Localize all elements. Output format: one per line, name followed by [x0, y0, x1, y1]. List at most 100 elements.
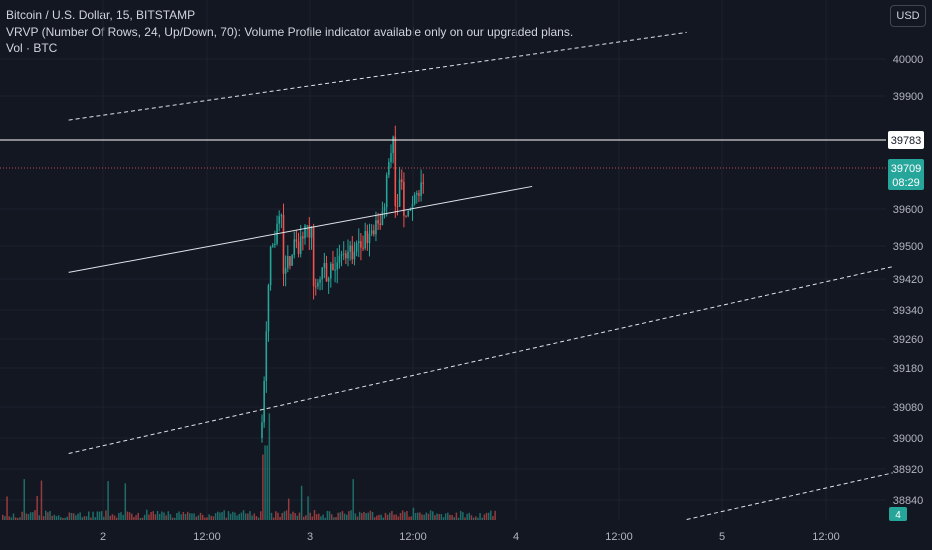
volume-bar: [227, 511, 230, 520]
price-tick-label: 39900: [893, 91, 924, 103]
last-price-badge: [888, 159, 924, 190]
volume-bar: [380, 514, 382, 520]
volume-bar: [406, 511, 408, 520]
candle-body: [422, 182, 425, 184]
time-tick-label: 12:00: [812, 531, 840, 543]
time-tick-label: 4: [513, 531, 519, 543]
volume-indicator-label[interactable]: Vol · BTC: [6, 41, 58, 55]
volume-bar: [77, 513, 79, 520]
candle-body: [390, 153, 392, 163]
volume-bar: [208, 514, 210, 520]
volume-bar: [264, 445, 266, 520]
price-axis[interactable]: 40000 39900 39600 39500 39420 39340 39260 39180…: [888, 54, 924, 521]
volume-bar: [386, 514, 389, 520]
candle-body: [293, 239, 296, 256]
volume-bar: [171, 517, 174, 520]
vrvp-indicator-label[interactable]: VRVP (Number Of Rows, 24, Up/Down, 70): …: [6, 24, 574, 39]
volume-bar: [346, 514, 348, 520]
volume-bar: [42, 516, 45, 520]
volume-bar: [270, 512, 273, 520]
volume-bar: [449, 514, 451, 520]
volume-bar: [225, 517, 228, 520]
symbol-title[interactable]: Bitcoin / U.S. Dollar, 15, BITSTAMP: [6, 8, 196, 22]
volume-bar: [210, 515, 213, 520]
candle-body: [327, 278, 330, 282]
volume-bar: [397, 516, 400, 520]
volume-bar: [184, 514, 187, 520]
volume-bar: [4, 516, 6, 520]
volume-bar: [272, 517, 275, 520]
volume-bar: [124, 483, 127, 520]
volume-bar: [255, 516, 258, 520]
volume-bar: [180, 514, 182, 520]
volume-bar: [133, 517, 135, 520]
volume-bar: [64, 517, 66, 520]
currency-button[interactable]: USD: [890, 5, 926, 27]
volume-bar: [122, 514, 124, 520]
volume-badge: [889, 507, 907, 521]
volume-bar: [373, 517, 376, 520]
volume-bar: [416, 512, 419, 520]
volume-bar: [494, 510, 496, 520]
volume-bar: [408, 516, 410, 520]
time-axis[interactable]: 2 12:00 3 12:00 4 12:00 5 12:00: [100, 531, 840, 543]
volume-bar: [186, 511, 189, 520]
volume-bar: [262, 454, 264, 520]
time-tick-label: 3: [307, 531, 313, 543]
volume-bar: [174, 517, 176, 520]
volume-bar: [109, 515, 111, 520]
volume-bar: [62, 517, 64, 520]
volume-bar: [412, 507, 415, 520]
candle-body: [280, 215, 283, 217]
volume-bar: [199, 512, 202, 520]
volume-bar: [75, 515, 77, 520]
volume-bar: [479, 513, 481, 520]
volume-bar: [40, 480, 43, 520]
volume-bar: [425, 512, 428, 520]
volume-bar: [305, 515, 307, 520]
time-tick-label: 12:00: [605, 531, 633, 543]
volume-bar: [399, 513, 402, 520]
volume-bar: [401, 510, 404, 520]
volume-bar: [324, 517, 326, 520]
volume-bar: [249, 511, 251, 520]
candle-body: [274, 243, 276, 246]
candle-body: [334, 269, 336, 271]
volume-bar: [466, 513, 468, 520]
volume-bar: [343, 513, 346, 520]
candle-body: [291, 255, 293, 266]
volume-bar: [197, 515, 200, 520]
candle-body: [379, 223, 382, 226]
candle-body: [287, 256, 289, 269]
volume-bar: [182, 511, 185, 520]
candle-body: [284, 268, 287, 274]
candle-body: [310, 226, 313, 238]
volume-bar: [107, 481, 109, 520]
volume-bar: [66, 516, 68, 520]
candle-body: [364, 231, 366, 249]
volume-bar: [36, 496, 38, 520]
volume-bar: [242, 510, 245, 520]
candle-body: [302, 236, 304, 239]
volume-bar: [55, 516, 58, 520]
hline-price-badge: [888, 131, 924, 149]
candle-body: [336, 262, 339, 270]
candle-body: [366, 231, 369, 244]
volume-bar: [27, 514, 30, 520]
volume-bar: [294, 513, 296, 520]
candle-body: [282, 215, 285, 274]
candle-body: [392, 136, 394, 154]
volume-bar: [10, 517, 13, 520]
price-tick-label: 39000: [893, 433, 924, 445]
volume-bar: [85, 516, 88, 520]
volume-bar: [290, 513, 292, 520]
volume-bar: [229, 513, 232, 520]
volume-bar: [455, 512, 458, 520]
volume-bar: [472, 517, 475, 520]
volume-bar: [72, 513, 75, 520]
volume-bar: [135, 515, 137, 520]
volume-bar: [296, 515, 299, 520]
volume-bar: [53, 514, 56, 520]
volume-bar: [268, 413, 271, 520]
